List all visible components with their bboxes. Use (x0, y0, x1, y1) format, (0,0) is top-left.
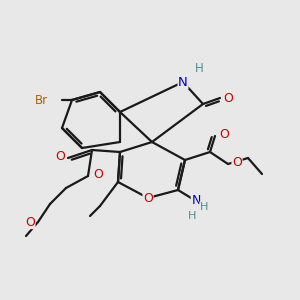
Text: O: O (93, 167, 103, 181)
Text: Br: Br (35, 94, 48, 106)
Text: O: O (223, 92, 233, 104)
Text: H: H (195, 61, 203, 74)
Text: H: H (200, 202, 208, 212)
Text: O: O (219, 128, 229, 140)
Text: N: N (178, 76, 188, 88)
Text: H: H (188, 211, 196, 221)
Text: O: O (55, 149, 65, 163)
Text: O: O (25, 215, 35, 229)
Text: N: N (191, 194, 201, 208)
Text: O: O (143, 193, 153, 206)
Text: O: O (232, 155, 242, 169)
